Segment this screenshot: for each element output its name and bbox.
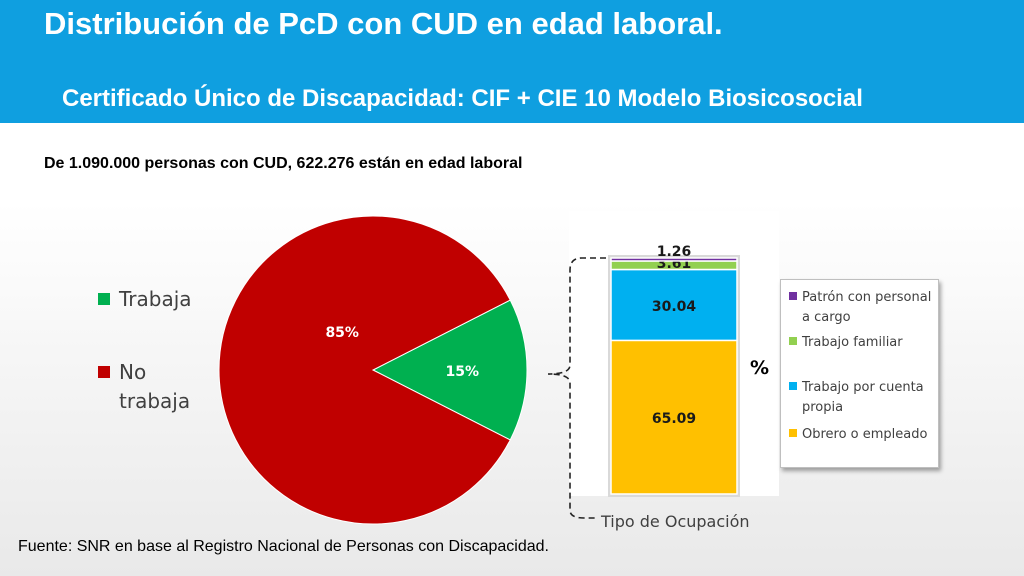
- legend-swatch-obrero: [789, 429, 797, 437]
- legend-label-trabaja: Trabaja: [119, 287, 192, 311]
- bar-label-patron-con-personal-a-cargo: 1.26: [657, 244, 692, 260]
- legend-label-patron-line1: Patrón con personal: [802, 290, 932, 305]
- bar-label-obrero-o-empleado: 65.09: [652, 411, 696, 427]
- bar-label-trabajo-por-cuenta-propia: 30.04: [652, 299, 697, 315]
- bar-segment-obrero-o-empleado: [610, 339, 738, 495]
- legend-label-cuenta-propia-line2: propia: [802, 400, 844, 415]
- legend-swatch-no-trabaja: [98, 366, 110, 378]
- pie-slice-trabaja: [371, 299, 528, 441]
- page-title: Distribución de PcD con CUD en edad labo…: [44, 6, 723, 41]
- bar-segment-trabajo-por-cuenta-propia: [610, 268, 738, 342]
- pie-label-trabaja: 15%: [446, 364, 480, 380]
- summary-note: De 1.090.000 personas con CUD, 622.276 e…: [44, 155, 523, 172]
- pie-chart: 15% 85%: [218, 215, 528, 525]
- legend-label-cuenta-propia-line1: Trabajo por cuenta: [802, 380, 924, 395]
- legend-label-familiar: Trabajo familiar: [802, 335, 903, 350]
- legend-swatch-patron: [789, 292, 797, 300]
- source-note: Fuente: SNR en base al Registro Nacional…: [18, 538, 549, 555]
- bar-legend: Patrón con personal a cargo Trabajo fami…: [780, 279, 939, 468]
- legend-label-obrero: Obrero o empleado: [802, 427, 928, 442]
- bar-x-axis-label: Tipo de Ocupación: [601, 512, 750, 531]
- brace-connector: [547, 257, 606, 519]
- pie-label-no-trabaja: 85%: [325, 325, 359, 341]
- percent-unit-label: %: [750, 357, 770, 379]
- title-banner: Distribución de PcD con CUD en edad labo…: [0, 0, 1024, 123]
- bar-outline: [608, 255, 740, 497]
- legend-label-trabaja-word: trabaja: [119, 389, 191, 413]
- legend-swatch-trabaja: [98, 293, 110, 305]
- legend-swatch-cuenta-propia: [789, 382, 797, 390]
- pie-slice-no-trabaja: [218, 215, 511, 525]
- legend-label-patron-line2: a cargo: [802, 310, 851, 325]
- legend-swatch-familiar: [789, 337, 797, 345]
- bar-segment-patron-con-personal-a-cargo: [610, 257, 738, 262]
- page-subtitle: Certificado Único de Discapacidad: CIF +…: [62, 85, 863, 112]
- legend-label-no: No: [119, 360, 147, 384]
